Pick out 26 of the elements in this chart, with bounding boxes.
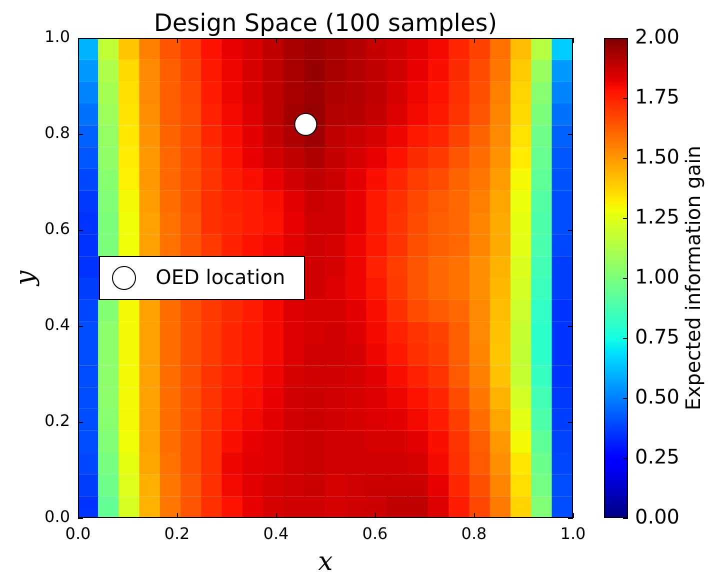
color-bar-label: 2.00 <box>635 24 680 49</box>
color-bar-label: 0.75 <box>635 324 680 349</box>
y-tick-label: 0.8 <box>44 123 70 142</box>
y-tick-label: 1.0 <box>44 27 70 46</box>
y-axis-title: y <box>10 270 40 286</box>
x-tick-label: 0.2 <box>164 524 190 543</box>
color-bar-label: 1.00 <box>635 264 680 289</box>
y-tick-label: 0.0 <box>44 507 70 526</box>
x-tick-label: 0.8 <box>461 524 487 543</box>
x-tick-label: 0.0 <box>65 524 91 543</box>
legend-label: OED location <box>156 265 286 290</box>
color-bar-label: 1.75 <box>635 84 680 109</box>
color-bar-label: 0.00 <box>635 504 680 529</box>
chart-title: Design Space (100 samples) <box>154 9 498 37</box>
color-bar-title: Expected information gain <box>681 146 706 410</box>
y-tick-label: 0.4 <box>44 315 70 334</box>
x-axis-title: x <box>318 547 334 578</box>
x-tick-label: 1.0 <box>560 524 586 543</box>
x-tick-label: 0.6 <box>362 524 388 543</box>
y-tick-label: 0.2 <box>44 411 70 430</box>
color-bar-label: 1.25 <box>635 204 680 229</box>
color-bar-label: 0.25 <box>635 444 680 469</box>
x-tick-label: 0.4 <box>263 524 289 543</box>
y-tick-label: 0.6 <box>44 219 70 238</box>
color-bar-label: 0.50 <box>635 384 680 409</box>
color-bar-label: 1.50 <box>635 144 680 169</box>
